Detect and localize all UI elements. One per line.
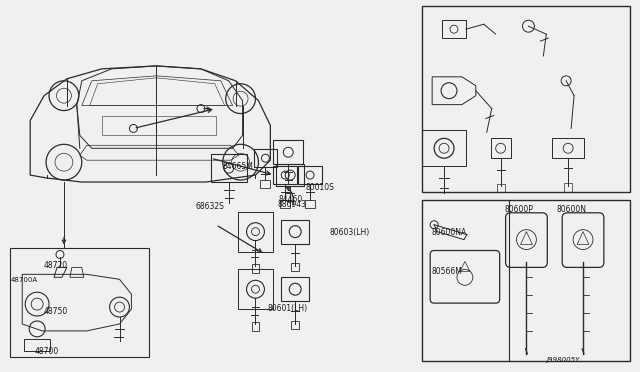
Bar: [282, 220, 309, 244]
Bar: [276, 164, 304, 186]
Bar: [291, 263, 299, 271]
Bar: [291, 321, 299, 329]
Bar: [273, 166, 297, 184]
Text: 80600NA: 80600NA: [431, 228, 467, 237]
Bar: [211, 154, 246, 182]
Text: 80566M: 80566M: [431, 267, 462, 276]
Text: 48750: 48750: [44, 307, 68, 316]
Bar: [491, 138, 511, 158]
Text: 84665M: 84665M: [223, 162, 253, 171]
Bar: [422, 200, 630, 361]
Text: 80010S: 80010S: [305, 183, 334, 192]
Text: 48700A: 48700A: [10, 277, 38, 283]
Bar: [24, 339, 50, 351]
Bar: [564, 183, 572, 192]
Text: 886943: 886943: [277, 200, 307, 209]
Text: 48700: 48700: [34, 347, 58, 356]
Text: 80600N: 80600N: [556, 205, 586, 214]
Bar: [298, 166, 322, 184]
Text: 68632S: 68632S: [196, 202, 225, 211]
Bar: [422, 6, 630, 192]
Bar: [282, 277, 309, 301]
Bar: [252, 264, 259, 273]
Bar: [253, 149, 277, 167]
Bar: [252, 322, 259, 331]
Bar: [10, 247, 149, 357]
Bar: [280, 200, 290, 208]
Bar: [305, 200, 315, 208]
Text: 84460: 84460: [278, 195, 303, 204]
Text: 80600P: 80600P: [504, 205, 534, 214]
Text: J998005Y: J998005Y: [547, 357, 580, 363]
Bar: [260, 180, 270, 188]
Text: 48720: 48720: [44, 262, 68, 270]
Bar: [497, 184, 504, 192]
Bar: [273, 140, 303, 164]
Bar: [442, 20, 466, 38]
Bar: [552, 138, 584, 158]
Text: 80601(LH): 80601(LH): [268, 304, 308, 313]
Text: 80603(LH): 80603(LH): [330, 228, 370, 237]
